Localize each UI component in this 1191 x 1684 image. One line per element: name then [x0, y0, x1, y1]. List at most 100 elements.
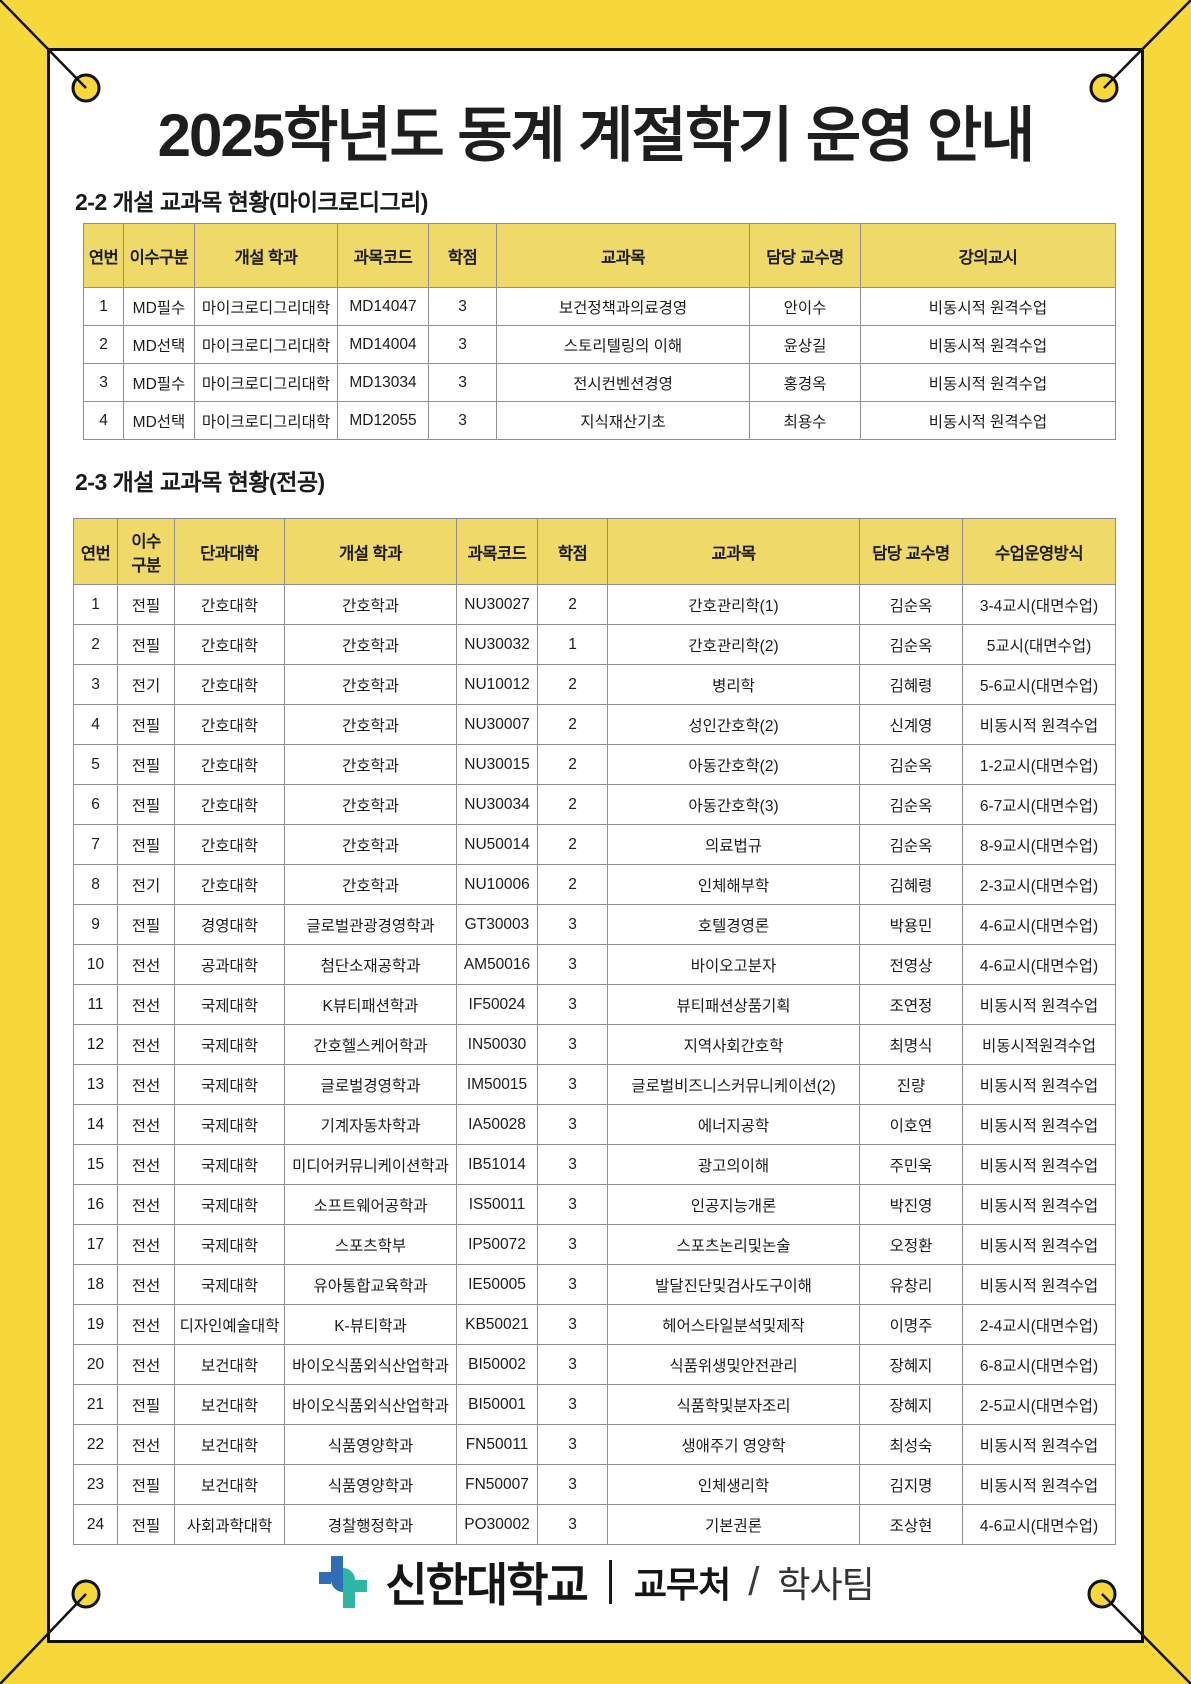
- table-cell: NU30034: [456, 784, 538, 825]
- table-cell: 전필: [117, 744, 175, 785]
- table-cell: 비동시적 원격수업: [962, 1224, 1116, 1265]
- table-cell: 4-6교시(대면수업): [962, 944, 1116, 985]
- table-cell: NU50014: [456, 824, 538, 865]
- table-header: 연번 이수 구분 단과대학 개설 학과 과목코드 학점 교과목 담당 교수명 수업운영방식: [73, 518, 1116, 585]
- table-cell: 6: [73, 784, 118, 825]
- table-cell: 비동시적 원격수업: [860, 363, 1116, 402]
- table-cell: 첨단소재공학과: [284, 944, 457, 985]
- table-cell: 이호연: [859, 1104, 963, 1145]
- table-cell: 3: [537, 1224, 608, 1265]
- table-cell: 간호대학: [174, 704, 285, 745]
- university-logo-icon: [319, 1556, 368, 1608]
- table-cell: 바이오식품외식산업학과: [284, 1344, 457, 1385]
- table-cell: 마이크로디그리대학: [194, 287, 338, 326]
- table-row: 14 전선 국제대학 기계자동차학과 IA50028 3 에너지공학 이호연 비동시적 원격수업: [73, 1104, 1116, 1145]
- table-cell: 전선: [117, 1184, 175, 1225]
- table-cell: 안이수: [749, 287, 861, 326]
- table-cell: 이명주: [859, 1304, 963, 1345]
- table-cell: MD선택: [123, 401, 195, 440]
- table-row: 18 전선 국제대학 유아통합교육학과 IE50005 3 발달진단및검사도구이해 유창리 비동…: [73, 1264, 1116, 1305]
- table-cell: BI50002: [456, 1344, 538, 1385]
- table-cell: 비동시적 원격수업: [962, 1104, 1116, 1145]
- table-cell: 스포츠논리및논술: [607, 1224, 860, 1265]
- table-cell: 3: [83, 363, 124, 402]
- table-cell: 전선: [117, 1024, 175, 1065]
- table-cell: MD13034: [337, 363, 429, 402]
- table-cell: 간호학과: [284, 784, 457, 825]
- table-row: 7 전필 간호대학 간호학과 NU50014 2 의료법규 김순옥 8-9교시(대면수업): [73, 824, 1116, 865]
- table-cell: 스토리텔링의 이해: [496, 325, 750, 364]
- table-cell: 기계자동차학과: [284, 1104, 457, 1145]
- table-cell: 보건정책과의료경영: [496, 287, 750, 326]
- table-cell: 전선: [117, 1424, 175, 1465]
- table-cell: 디자인예술대학: [174, 1304, 285, 1345]
- table-cell: 국제대학: [174, 1024, 285, 1065]
- table-cell: 공과대학: [174, 944, 285, 985]
- table-cell: 김순옥: [859, 584, 963, 625]
- table-cell: 비동시적 원격수업: [962, 1064, 1116, 1105]
- table-cell: 간호대학: [174, 624, 285, 665]
- table-cell: 글로벌경영학과: [284, 1064, 457, 1105]
- table-cell: 의료법규: [607, 824, 860, 865]
- footer-divider: [608, 1560, 612, 1604]
- table-cell: 경찰행정학과: [284, 1504, 457, 1545]
- table-cell: 간호관리학(1): [607, 584, 860, 625]
- table-cell: 간호관리학(2): [607, 624, 860, 665]
- column-header: 학점: [428, 223, 497, 288]
- table-cell: 진량: [859, 1064, 963, 1105]
- table-cell: 3: [537, 1344, 608, 1385]
- table-cell: 바이오고분자: [607, 944, 860, 985]
- table-cell: 3: [537, 1424, 608, 1465]
- table-cell: 전시컨벤션경영: [496, 363, 750, 402]
- university-name: 신한대학교: [385, 1559, 589, 1611]
- table-row: 3 MD필수 마이크로디그리대학 MD13034 3 전시컨벤션경영 홍경옥 비동시적 원격수…: [83, 363, 1116, 402]
- table-cell: 전필: [117, 584, 175, 625]
- table-cell: 12: [73, 1024, 118, 1065]
- table-cell: 전선: [117, 944, 175, 985]
- table-cell: 3: [428, 401, 497, 440]
- table-cell: 전선: [117, 1224, 175, 1265]
- table-cell: MD14047: [337, 287, 429, 326]
- table-cell: 김순옥: [859, 744, 963, 785]
- table-cell: 박용민: [859, 904, 963, 945]
- table-cell: 2: [537, 584, 608, 625]
- table-cell: 아동간호학(3): [607, 784, 860, 825]
- table-cell: 기본권론: [607, 1504, 860, 1545]
- table-cell: 간호학과: [284, 584, 457, 625]
- table-cell: 3: [537, 1184, 608, 1225]
- table-cell: 윤상길: [749, 325, 861, 364]
- table-row: 16 전선 국제대학 소프트웨어공학과 IS50011 3 인공지능개론 박진영 비동시적 원격…: [73, 1184, 1116, 1225]
- table-cell: 4: [83, 401, 124, 440]
- page-title: 2025학년도 동계 계절학기 운영 안내: [157, 102, 1036, 169]
- table-row: 21 전필 보건대학 바이오식품외식산업학과 BI50001 3 식품학및분자조리 장혜지 2-…: [73, 1384, 1116, 1425]
- table-cell: 전필: [117, 624, 175, 665]
- table-cell: AM50016: [456, 944, 538, 985]
- table-cell: 국제대학: [174, 984, 285, 1025]
- table-cell: 비동시적 원격수업: [860, 401, 1116, 440]
- table-cell: 지식재산기초: [496, 401, 750, 440]
- table-cell: 13: [73, 1064, 118, 1105]
- table-cell: 전기: [117, 664, 175, 705]
- table-cell: 생애주기 영양학: [607, 1424, 860, 1465]
- table-row: 9 전필 경영대학 글로벌관광경영학과 GT30003 3 호텔경영론 박용민 4-6교시(대면…: [73, 904, 1116, 945]
- table-cell: 식품영양학과: [284, 1424, 457, 1465]
- department-name: 교무처: [633, 1564, 731, 1605]
- table-cell: 20: [73, 1344, 118, 1385]
- table-cell: 비동시적 원격수업: [962, 1184, 1116, 1225]
- table-cell: 홍경옥: [749, 363, 861, 402]
- table-cell: 사회과학대학: [174, 1504, 285, 1545]
- table-cell: 3: [428, 287, 497, 326]
- table-cell: 15: [73, 1144, 118, 1185]
- table-row: 13 전선 국제대학 글로벌경영학과 IM50015 3 글로벌비즈니스커뮤니케이션(2) 진…: [73, 1064, 1116, 1105]
- table-cell: 6-8교시(대면수업): [962, 1344, 1116, 1385]
- table-cell: 국제대학: [174, 1064, 285, 1105]
- table-cell: 신계영: [859, 704, 963, 745]
- table-body: 1 전필 간호대학 간호학과 NU30027 2 간호관리학(1) 김순옥 3-4교시(대면수업…: [73, 584, 1116, 1545]
- footer-slash: /: [748, 1559, 760, 1604]
- table-cell: 2: [537, 664, 608, 705]
- table-cell: BI50001: [456, 1384, 538, 1425]
- table-cell: NU30027: [456, 584, 538, 625]
- table-cell: 4-6교시(대면수업): [962, 1504, 1116, 1545]
- table-cell: PO30002: [456, 1504, 538, 1545]
- table-cell: MD필수: [123, 363, 195, 402]
